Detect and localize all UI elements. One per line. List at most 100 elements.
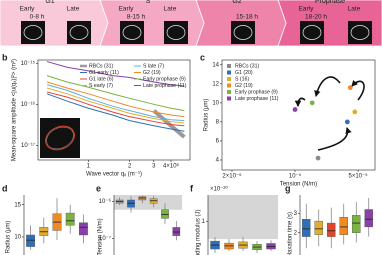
- series-line: [46, 61, 185, 87]
- cell-outline: [166, 25, 186, 40]
- y-tick-label: 4: [216, 158, 220, 164]
- legend-label: G1 late (6): [89, 76, 114, 82]
- axes-frame: [37, 59, 191, 161]
- y-tick-label: 3: [294, 211, 298, 217]
- y-tick-label: 10⁻¹⁵: [21, 60, 36, 67]
- stage-label: Early: [299, 6, 315, 13]
- point: [315, 155, 321, 161]
- panel: b 10⁻¹⁵ 10⁻¹⁶ 10⁻¹⁷ 1 2 3 4×10⁶ Wave vector qₓ (…: [2, 52, 191, 178]
- y-tick-label: 8: [216, 119, 220, 125]
- panel-label: g: [285, 183, 291, 193]
- panel-label: f: [190, 183, 194, 193]
- stage-label: Late: [67, 6, 80, 13]
- phase-label: G1: [45, 0, 54, 5]
- legend-label: S early (7): [89, 83, 113, 89]
- plot-area: [46, 61, 186, 139]
- point: [309, 100, 315, 106]
- box: [327, 222, 336, 237]
- series-line: [152, 109, 186, 139]
- cell-image: [67, 21, 91, 44]
- point: [292, 107, 298, 112]
- y-axis-label: Radius (μm): [204, 99, 210, 132]
- cell-image: [231, 21, 255, 44]
- cell-image: [300, 21, 324, 44]
- box: [339, 217, 348, 235]
- x-tick-label: 2×10⁻⁶: [222, 173, 242, 180]
- phase-label: G2: [232, 0, 241, 5]
- legend-swatch: [227, 83, 231, 88]
- series-line: [46, 91, 185, 127]
- panel: c 4 6 8 10 12 14 2×10⁻⁶ 10⁻⁵ 5×10⁻⁵ Tension (N/m) R…: [200, 52, 376, 188]
- x-tick-label: 10⁻⁵: [289, 173, 302, 180]
- arrows: [294, 76, 365, 151]
- panel-label: b: [2, 52, 8, 62]
- series-line: [46, 87, 185, 124]
- x-tick-label: 1: [87, 164, 91, 170]
- stage-time: 0-8 h: [30, 14, 45, 21]
- box: [138, 196, 147, 201]
- panel-label: d: [2, 183, 8, 193]
- x-tick-label: 2: [128, 164, 132, 170]
- x-tick-label: 3: [152, 164, 156, 170]
- box: [314, 220, 323, 235]
- y-axis-label: Relaxation time (s): [288, 212, 294, 255]
- y-tick-label: 10⁻⁶: [99, 198, 112, 205]
- y-tick-label: 15: [14, 202, 21, 208]
- series-line: [46, 93, 185, 132]
- y-axis-label: Radius (μm): [6, 221, 12, 254]
- legend-swatch: [227, 77, 231, 81]
- series-line: [46, 81, 185, 118]
- box: [364, 209, 373, 228]
- box: [78, 222, 88, 236]
- y-tick-label: 10: [14, 235, 21, 241]
- legend-label: S late (7): [143, 63, 164, 69]
- point: [344, 119, 350, 125]
- inset-image: [40, 118, 80, 158]
- y-axis-label: Bending modulus (J): [196, 209, 202, 255]
- plot-area: [26, 198, 88, 250]
- box: [352, 215, 361, 233]
- legend-swatch: [227, 70, 231, 75]
- cell-outline: [302, 25, 322, 40]
- legend-swatch: [227, 96, 231, 101]
- point: [347, 85, 353, 91]
- x-tick-label: 4×10⁶: [163, 163, 180, 170]
- y-tick-label: 10⁻⁷: [99, 235, 111, 242]
- cell-outline: [233, 25, 253, 40]
- plot-area: [302, 197, 373, 249]
- x-axis-label: Wave vector qₓ (m⁻¹): [86, 172, 142, 178]
- legend-swatch: [227, 90, 231, 94]
- cell-outline: [350, 25, 370, 40]
- legend-label: S (16): [235, 76, 249, 82]
- plot-area: [114, 195, 182, 241]
- phase-label: S: [146, 0, 151, 5]
- cell-outline: [23, 25, 43, 40]
- y-tick-label: 2: [294, 230, 298, 236]
- scale-label: ×10⁻²⁰: [210, 186, 228, 193]
- series-line: [46, 84, 185, 122]
- x-axis-label: Tension (N/m): [280, 182, 317, 188]
- axes-frame: [221, 59, 376, 171]
- legend-label: Late prophase (11): [143, 83, 187, 89]
- shaded-range: [114, 195, 182, 210]
- y-tick-label: 10: [212, 100, 219, 106]
- box: [302, 218, 311, 237]
- legend-label: Early prophase (9): [143, 76, 186, 82]
- y-axis-label: Tension (N/m): [98, 218, 104, 255]
- panel-label: e: [96, 183, 101, 193]
- series-line: [46, 75, 185, 112]
- stage-label: Late: [348, 6, 361, 13]
- panel: d 10 15 Radius (μm): [2, 183, 88, 255]
- stage-time: 18-20 h: [305, 14, 327, 21]
- cell-image: [164, 21, 188, 44]
- y-tick-label: 14: [212, 62, 219, 68]
- cell-image: [348, 21, 372, 44]
- legend-label: RBCs (31): [89, 63, 113, 69]
- box: [172, 227, 181, 236]
- box: [127, 199, 135, 208]
- y-axis-label: Mean-square amplitude <|u(qₓ)|²> (m²): [12, 59, 18, 161]
